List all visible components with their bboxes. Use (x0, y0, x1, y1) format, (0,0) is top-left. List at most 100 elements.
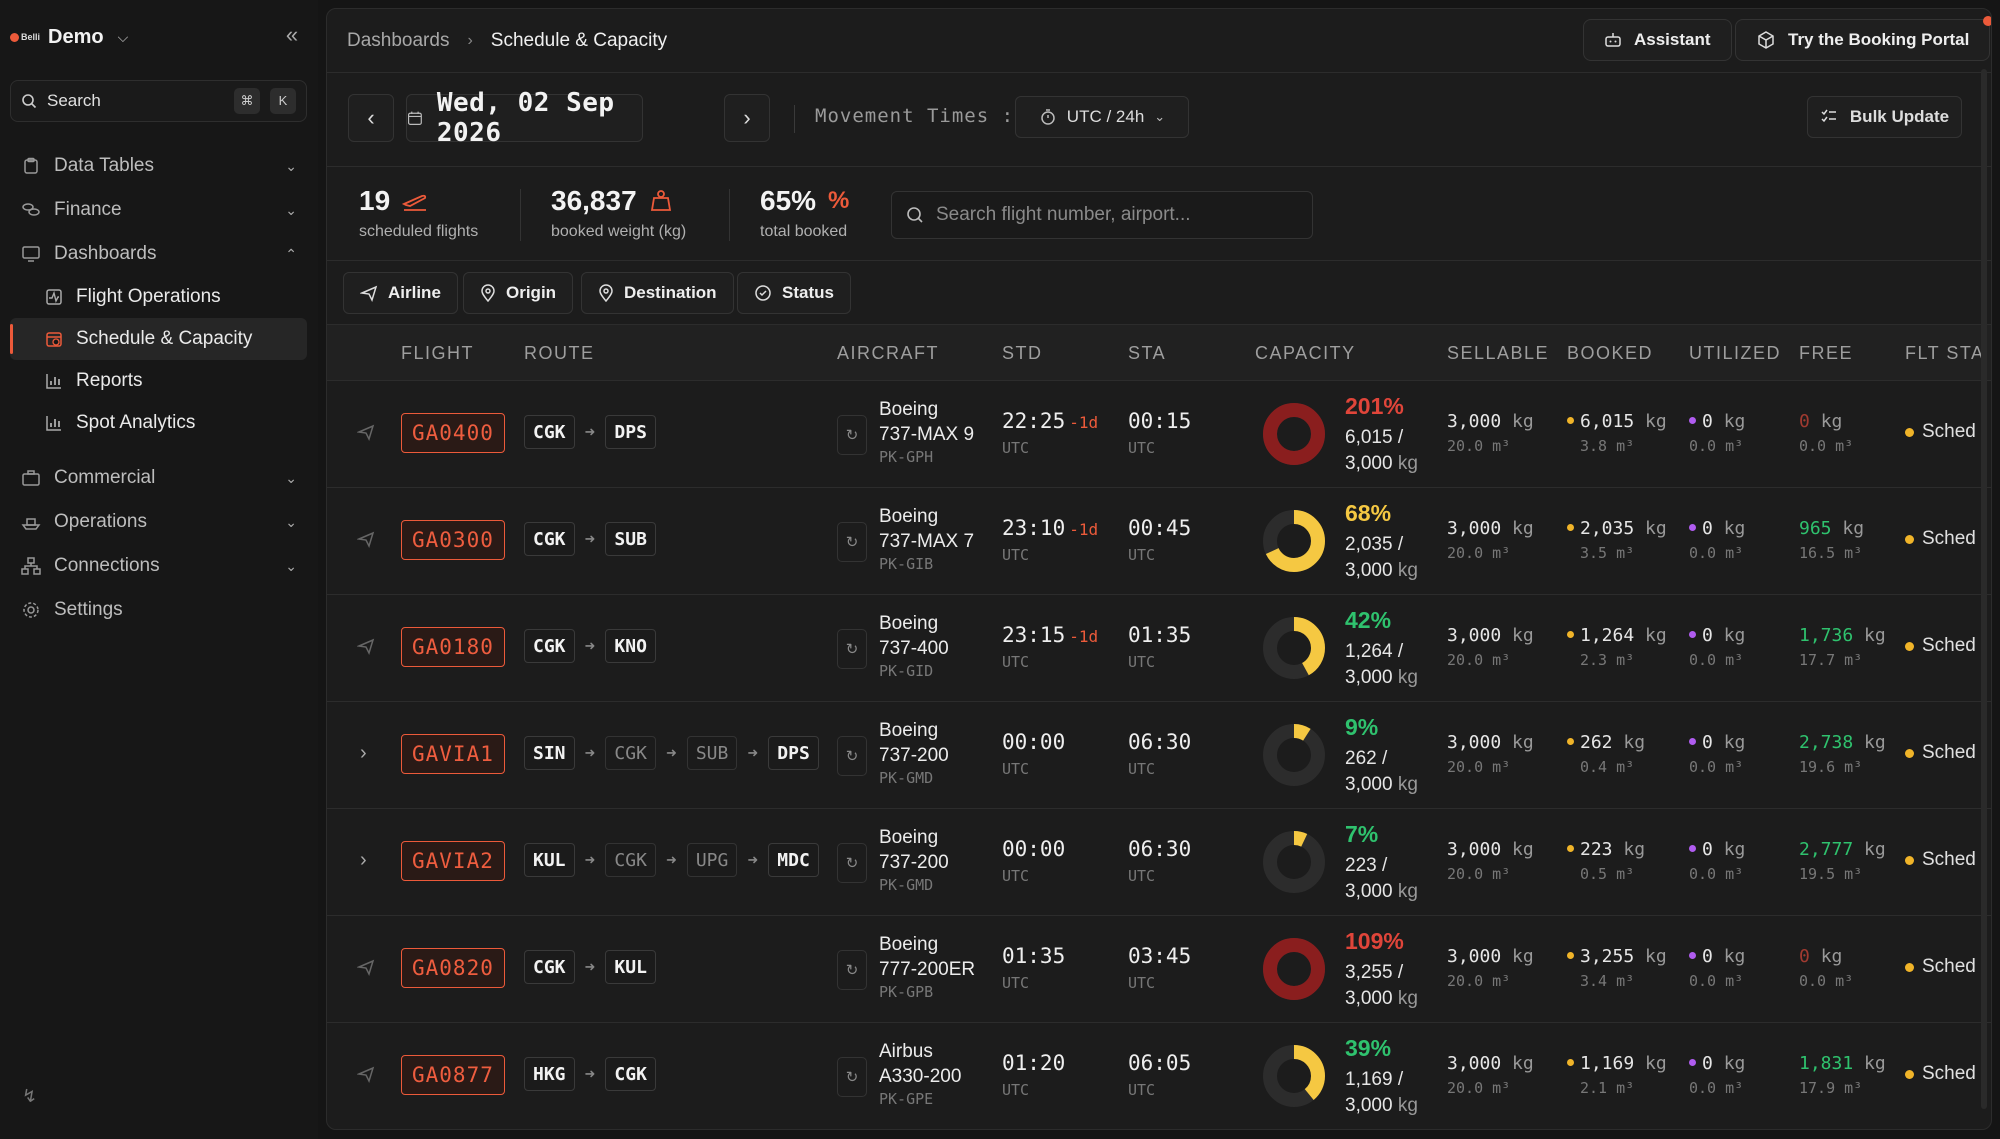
brand-logo: Belli (10, 32, 40, 42)
swap-aircraft-icon[interactable]: ↻ (837, 522, 867, 562)
table-row[interactable]: › GAVIA1 SIN ➜ CGK ➜ SUB ➜ DPS ↻ Boeing 737-200 PK-G… (327, 702, 1991, 809)
swap-aircraft-icon[interactable]: ↻ (837, 1057, 867, 1097)
expand-row-icon[interactable]: › (360, 742, 367, 764)
collapse-sidebar-icon[interactable]: « (285, 22, 299, 47)
sidebar-item-commercial[interactable]: Commercial ⌄ (10, 456, 307, 500)
sidebar-item-connections[interactable]: Connections ⌄ (10, 544, 307, 588)
flight-status[interactable]: Sched (1905, 956, 1976, 978)
utilized-volume: 0.0 m³ (1689, 651, 1744, 669)
column-header[interactable]: SELLABLE (1447, 343, 1550, 363)
column-header[interactable]: BOOKED (1567, 343, 1654, 363)
unit: kg (1623, 732, 1646, 753)
status-label: Sched (1922, 1063, 1976, 1084)
sellable-value: 3,000 (1447, 1053, 1502, 1074)
column-header[interactable]: FREE (1799, 343, 1854, 363)
flight-status[interactable]: Sched (1905, 528, 1976, 550)
flight-status[interactable]: Sched (1905, 742, 1976, 764)
filter-origin[interactable]: Origin (463, 272, 574, 314)
sidebar-item-operations[interactable]: Operations ⌄ (10, 500, 307, 544)
table-row[interactable]: › GAVIA2 KUL ➜ CGK ➜ UPG ➜ MDC ↻ Boeing 737-200 PK-G… (327, 809, 1991, 916)
swap-aircraft-icon[interactable]: ↻ (837, 843, 867, 883)
column-header[interactable]: STD (1002, 343, 1043, 363)
column-header[interactable]: FLT STA (1905, 343, 1985, 363)
flight-number[interactable]: GA0180 (401, 627, 505, 667)
column-header[interactable]: UTILIZED (1689, 343, 1782, 363)
flight-number[interactable]: GA0877 (401, 1055, 505, 1095)
booked-dot (1567, 951, 1574, 959)
next-day-button[interactable]: › (724, 94, 770, 142)
table-row[interactable]: GA0180 CGK ➜ KNO ↻ Boeing 737-400 PK-GID 23:15 -1… (327, 595, 1991, 702)
sellable-volume: 20.0 m³ (1447, 651, 1511, 669)
std: 01:35 UTC (1002, 944, 1069, 992)
booking-portal-button[interactable]: Try the Booking Portal (1735, 16, 1991, 61)
sidebar-search[interactable]: Search ⌘ K (10, 80, 307, 122)
route: HKG ➜ CGK (524, 1057, 656, 1091)
arrow-right-icon: ➜ (584, 1066, 596, 1081)
flight-status[interactable]: Sched (1905, 421, 1976, 443)
column-header[interactable]: FLIGHT (401, 343, 475, 363)
sellable-weight: 3,000 kg (1447, 732, 1534, 753)
sidebar-item-spot-analytics[interactable]: Spot Analytics (10, 402, 307, 444)
free-volume: 17.9 m³ (1799, 1079, 1863, 1097)
sidebar-item-dashboards[interactable]: Dashboards ⌃ (10, 232, 307, 276)
filter-destination[interactable]: Destination (581, 272, 734, 314)
sidebar-item-schedule-capacity[interactable]: Schedule & Capacity (10, 318, 307, 360)
column-header[interactable]: CAPACITY (1255, 343, 1356, 363)
aircraft: Boeing 737-400 PK-GID (879, 611, 949, 681)
breadcrumb-parent[interactable]: Dashboards (347, 29, 450, 51)
column-header[interactable]: ROUTE (524, 343, 595, 363)
timezone: UTC (1002, 867, 1030, 885)
prev-day-button[interactable]: ‹ (348, 94, 394, 142)
flight-status[interactable]: Sched (1905, 635, 1976, 657)
ship-icon (20, 511, 42, 533)
swap-aircraft-icon[interactable]: ↻ (837, 950, 867, 990)
flight-number[interactable]: GAVIA2 (401, 841, 505, 881)
column-header[interactable]: STA (1128, 343, 1167, 363)
table-row[interactable]: GA0300 CGK ➜ SUB ↻ Boeing 737-MAX 7 PK-GIB 23:10… (327, 488, 1991, 595)
flight-search-input[interactable] (936, 204, 1296, 226)
bolt-icon[interactable]: ↯ (22, 1086, 38, 1106)
swap-aircraft-icon[interactable]: ↻ (837, 736, 867, 776)
route: CGK ➜ KUL (524, 950, 656, 984)
sidebar-item-settings[interactable]: Settings (10, 588, 307, 632)
flight-number[interactable]: GA0820 (401, 948, 505, 988)
sidebar-item-reports[interactable]: Reports (10, 360, 307, 402)
swap-aircraft-icon[interactable]: ↻ (837, 415, 867, 455)
free-volume: 19.6 m³ (1799, 758, 1863, 776)
expand-row-icon[interactable]: › (360, 849, 367, 871)
sellable-weight: 3,000 kg (1447, 946, 1534, 967)
route: CGK ➜ KNO (524, 629, 656, 663)
flight-number[interactable]: GA0300 (401, 520, 505, 560)
sellable-weight: 3,000 kg (1447, 625, 1534, 646)
flight-search[interactable] (891, 191, 1313, 239)
swap-aircraft-icon[interactable]: ↻ (837, 629, 867, 669)
unit: kg (1397, 988, 1418, 1009)
sidebar-item-data-tables[interactable]: Data Tables ⌄ (10, 144, 307, 188)
chevron-down-icon: ⌄ (285, 201, 297, 218)
sidebar-item-flight-operations[interactable]: Flight Operations (10, 276, 307, 318)
flight-number[interactable]: GA0400 (401, 413, 505, 453)
utilized-dot (1689, 416, 1696, 424)
flight-status[interactable]: Sched (1905, 1063, 1976, 1085)
sellable-weight: 3,000 kg (1447, 1053, 1534, 1074)
table-header: FLIGHT ROUTE AIRCRAFT STD STA CAPACITY S… (327, 325, 1991, 381)
assistant-button[interactable]: Assistant (1583, 19, 1732, 61)
booked-dot (1567, 844, 1574, 852)
table-row[interactable]: GA0877 HKG ➜ CGK ↻ Airbus A330-200 PK-GPE 01:20 U… (327, 1023, 1991, 1129)
bulk-update-button[interactable]: Bulk Update (1807, 96, 1962, 138)
timezone-select[interactable]: UTC / 24h ⌄ (1015, 96, 1189, 138)
workspace-switcher[interactable]: Belli Demo ⌵ (10, 20, 128, 54)
booked-volume: 2.3 m³ (1580, 651, 1635, 669)
column-header[interactable]: AIRCRAFT (837, 343, 939, 363)
flight-number[interactable]: GAVIA1 (401, 734, 505, 774)
date-picker[interactable]: Wed, 02 Sep 2026 (406, 88, 643, 148)
flight-status[interactable]: Sched (1905, 849, 1976, 871)
vertical-scrollbar[interactable] (1981, 69, 1987, 1109)
std: 23:10 -1d UTC (1002, 516, 1098, 564)
sidebar-item-finance[interactable]: Finance ⌄ (10, 188, 307, 232)
table-row[interactable]: GA0820 CGK ➜ KUL ↻ Boeing 777-200ER PK-GPB 01:35… (327, 916, 1991, 1023)
filter-status[interactable]: Status (737, 272, 851, 314)
aircraft-registration: PK-GPH (879, 448, 934, 466)
filter-airline[interactable]: Airline (343, 272, 458, 314)
table-row[interactable]: GA0400 CGK ➜ DPS ↻ Boeing 737-MAX 9 PK-GPH 22:25… (327, 381, 1991, 488)
